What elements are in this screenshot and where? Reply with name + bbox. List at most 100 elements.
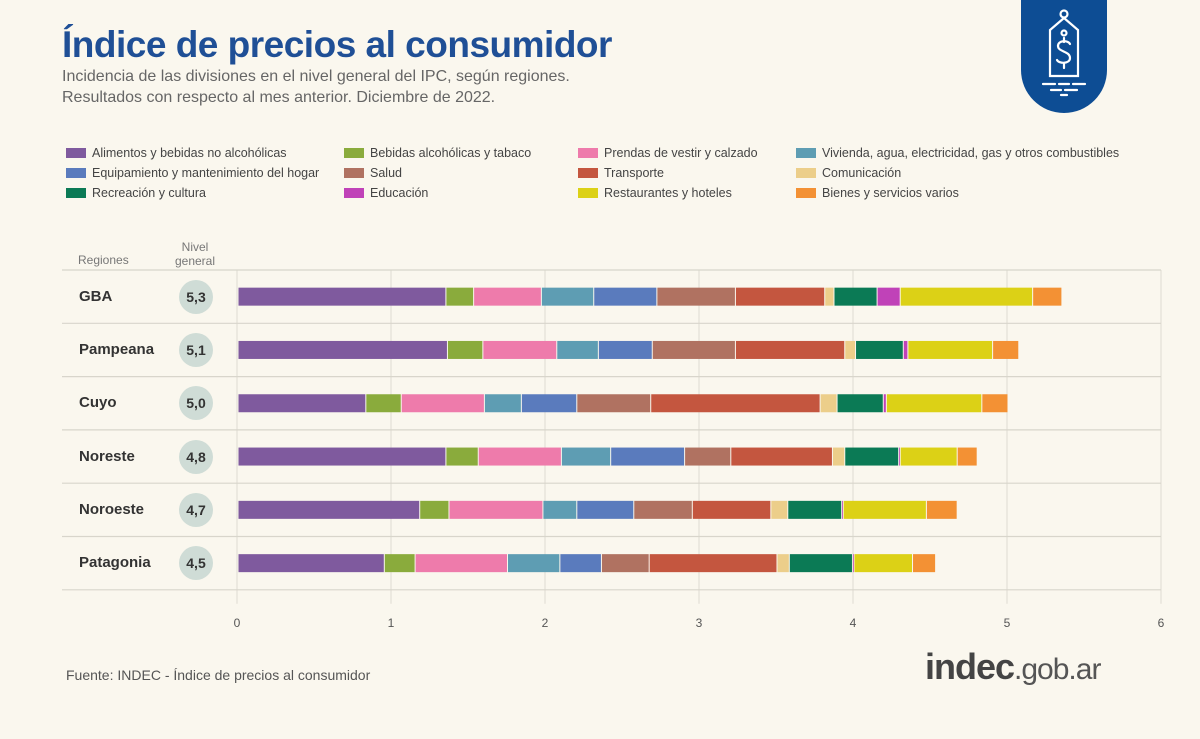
legend-item: Prendas de vestir y calzado — [578, 146, 758, 160]
legend-label: Comunicación — [822, 166, 902, 180]
region-label: Pampeana — [79, 340, 155, 358]
stacked-bar-chart — [62, 269, 1162, 604]
region-label: GBA — [79, 287, 113, 305]
nivel-general-badge: 4,5 — [179, 546, 213, 581]
bar-segment — [543, 500, 577, 519]
bar-segment — [446, 447, 478, 466]
bar-segment — [845, 340, 856, 359]
x-tick-label: 5 — [1003, 616, 1011, 630]
legend-label: Educación — [370, 186, 429, 200]
legend-label: Restaurantes y hoteles — [604, 186, 732, 200]
bar-segment — [842, 500, 843, 519]
legend-swatch — [66, 168, 86, 178]
bar-segment — [238, 394, 366, 413]
indec-logo: indec.gob.ar — [925, 646, 1101, 688]
bar-segment — [845, 447, 899, 466]
bar-segment — [1033, 287, 1062, 306]
bar-segment — [735, 340, 845, 359]
nivel-general-badge: 5,1 — [179, 332, 213, 367]
bar-segment — [735, 287, 825, 306]
legend-label: Transporte — [604, 166, 664, 180]
bar-segment — [238, 340, 447, 359]
legend-swatch — [578, 148, 598, 158]
legend-item: Vivienda, agua, electricidad, gas y otro… — [796, 146, 1119, 160]
legend-item: Recreación y cultura — [66, 186, 206, 200]
bar-segment — [825, 287, 834, 306]
region-label: Noreste — [79, 447, 135, 465]
bar-segment — [649, 554, 777, 573]
bar-segment — [789, 554, 852, 573]
bar-segment — [594, 287, 657, 306]
legend-label: Vivienda, agua, electricidad, gas y otro… — [822, 146, 1120, 160]
bar-segment — [886, 394, 982, 413]
bar-segment — [877, 287, 900, 306]
x-tick-label: 2 — [541, 616, 549, 630]
bar-segment — [900, 447, 957, 466]
bar-segment — [557, 340, 598, 359]
legend-swatch — [796, 188, 816, 198]
bar-segment — [577, 500, 634, 519]
chart-legend: Alimentos y bebidas no alcohólicas Bebida… — [66, 146, 1166, 206]
bar-segment — [908, 340, 993, 359]
bar-segment — [771, 500, 788, 519]
nivel-general-badge: 5,3 — [179, 279, 213, 314]
legend-label: Equipamiento y mantenimiento del hogar — [92, 166, 320, 180]
legend-swatch — [66, 148, 86, 158]
bar-segment — [601, 554, 649, 573]
bar-segment — [982, 394, 1008, 413]
bar-segment — [777, 554, 789, 573]
legend-item: Transporte — [578, 166, 664, 180]
legend-label: Alimentos y bebidas no alcohólicas — [92, 146, 287, 160]
nivel-general-badge: 4,7 — [179, 492, 213, 527]
bar-segment — [957, 447, 977, 466]
bar-segment — [926, 500, 957, 519]
bar-segment — [415, 554, 507, 573]
bar-segment — [447, 340, 483, 359]
bar-segment — [832, 447, 845, 466]
legend-item: Restaurantes y hoteles — [578, 186, 732, 200]
bar-segment — [238, 554, 384, 573]
x-tick-label: 4 — [849, 616, 857, 630]
bar-segment — [449, 500, 543, 519]
region-label: Noroeste — [79, 500, 145, 518]
bar-segment — [899, 447, 900, 466]
subtitle: Resultados con respecto al mes anterior.… — [62, 89, 496, 106]
legend-item: Comunicación — [796, 166, 901, 180]
bar-segment — [788, 500, 842, 519]
x-tick-label: 1 — [387, 616, 395, 630]
bar-segment — [560, 554, 601, 573]
bar-segment — [651, 394, 820, 413]
legend-item: Alimentos y bebidas no alcohólicas — [66, 146, 287, 160]
legend-label: Salud — [370, 166, 402, 180]
legend-swatch — [66, 188, 86, 198]
bar-segment — [852, 554, 854, 573]
bar-segment — [657, 287, 735, 306]
bar-segment — [508, 554, 560, 573]
bar-segment — [484, 394, 521, 413]
bar-segment — [634, 500, 692, 519]
bar-segment — [598, 340, 652, 359]
legend-item: Educación — [344, 186, 428, 200]
legend-label: Prendas de vestir y calzado — [604, 146, 758, 160]
bar-segment — [446, 287, 474, 306]
bar-segment — [692, 500, 771, 519]
bar-segment — [913, 554, 936, 573]
source-note: Fuente: INDEC - Índice de precios al con… — [66, 667, 371, 683]
legend-swatch — [796, 168, 816, 178]
nivel-general-badge: 5,0 — [179, 386, 213, 421]
legend-swatch — [578, 188, 598, 198]
bar-segment — [238, 447, 446, 466]
bar-segment — [837, 394, 883, 413]
bar-segment — [474, 287, 541, 306]
bar-segment — [883, 394, 886, 413]
bar-segment — [903, 340, 908, 359]
region-label: Patagonia — [79, 554, 151, 572]
nivel-header-line2: general — [174, 254, 216, 268]
bar-segment — [900, 287, 1033, 306]
brand-bold: indec — [925, 646, 1015, 687]
price-tag-dollar-icon — [1021, 0, 1107, 113]
bar-segment — [483, 340, 557, 359]
legend-swatch — [578, 168, 598, 178]
bar-segment — [366, 394, 401, 413]
bar-segment — [478, 447, 561, 466]
